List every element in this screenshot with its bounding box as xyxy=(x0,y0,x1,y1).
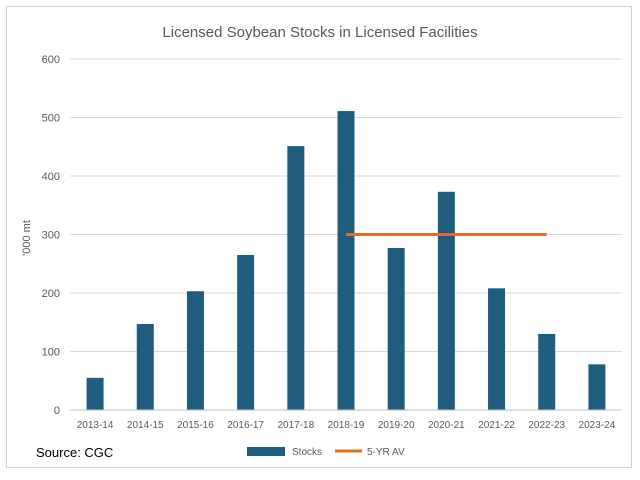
source-note: Source: CGC xyxy=(36,445,113,460)
y-tick-label: 500 xyxy=(42,113,60,125)
bar xyxy=(186,291,204,410)
bar xyxy=(387,247,405,410)
legend-label-5yr-av: 5-YR AV xyxy=(367,447,405,458)
bar xyxy=(337,111,355,410)
legend: Stocks 5-YR AV xyxy=(247,447,405,458)
y-tick-label: 100 xyxy=(42,347,60,359)
x-axis-ticks: 2013-14 2014-15 2015-16 2016-17 2017-18 2018-… xyxy=(77,420,616,431)
chart-frame xyxy=(6,6,632,468)
x-tick-label: 2019-20 xyxy=(378,420,415,431)
y-tick-label: 0 xyxy=(54,405,60,417)
legend-label-stocks: Stocks xyxy=(292,447,322,458)
bar xyxy=(588,364,606,410)
y-tick-label: 300 xyxy=(42,230,60,242)
x-tick-label: 2023-24 xyxy=(579,420,616,431)
bar-series-stocks xyxy=(86,111,606,411)
x-tick-label: 2013-14 xyxy=(77,420,114,431)
x-tick-label: 2014-15 xyxy=(127,420,164,431)
bar xyxy=(538,333,556,410)
x-tick-label: 2020-21 xyxy=(428,420,465,431)
x-tick-label: 2022-23 xyxy=(528,420,565,431)
bar xyxy=(437,191,455,410)
legend-swatch-stocks xyxy=(247,447,285,456)
chart-title: Licensed Soybean Stocks in Licensed Faci… xyxy=(162,24,477,41)
bar xyxy=(488,288,506,410)
bar xyxy=(86,377,104,410)
y-tick-label: 400 xyxy=(42,171,60,183)
x-tick-label: 2018-19 xyxy=(328,420,365,431)
x-tick-label: 2017-18 xyxy=(277,420,314,431)
x-tick-label: 2016-17 xyxy=(227,420,264,431)
y-axis-ticks: 0 100 200 300 400 500 600 xyxy=(42,54,60,417)
y-tick-label: 200 xyxy=(42,288,60,300)
y-tick-label: 600 xyxy=(42,54,60,66)
x-tick-label: 2015-16 xyxy=(177,420,214,431)
y-axis-label: '000 mt xyxy=(21,220,33,256)
bar xyxy=(287,146,305,411)
bar xyxy=(136,324,154,410)
bar xyxy=(237,254,255,410)
x-tick-label: 2021-22 xyxy=(478,420,515,431)
